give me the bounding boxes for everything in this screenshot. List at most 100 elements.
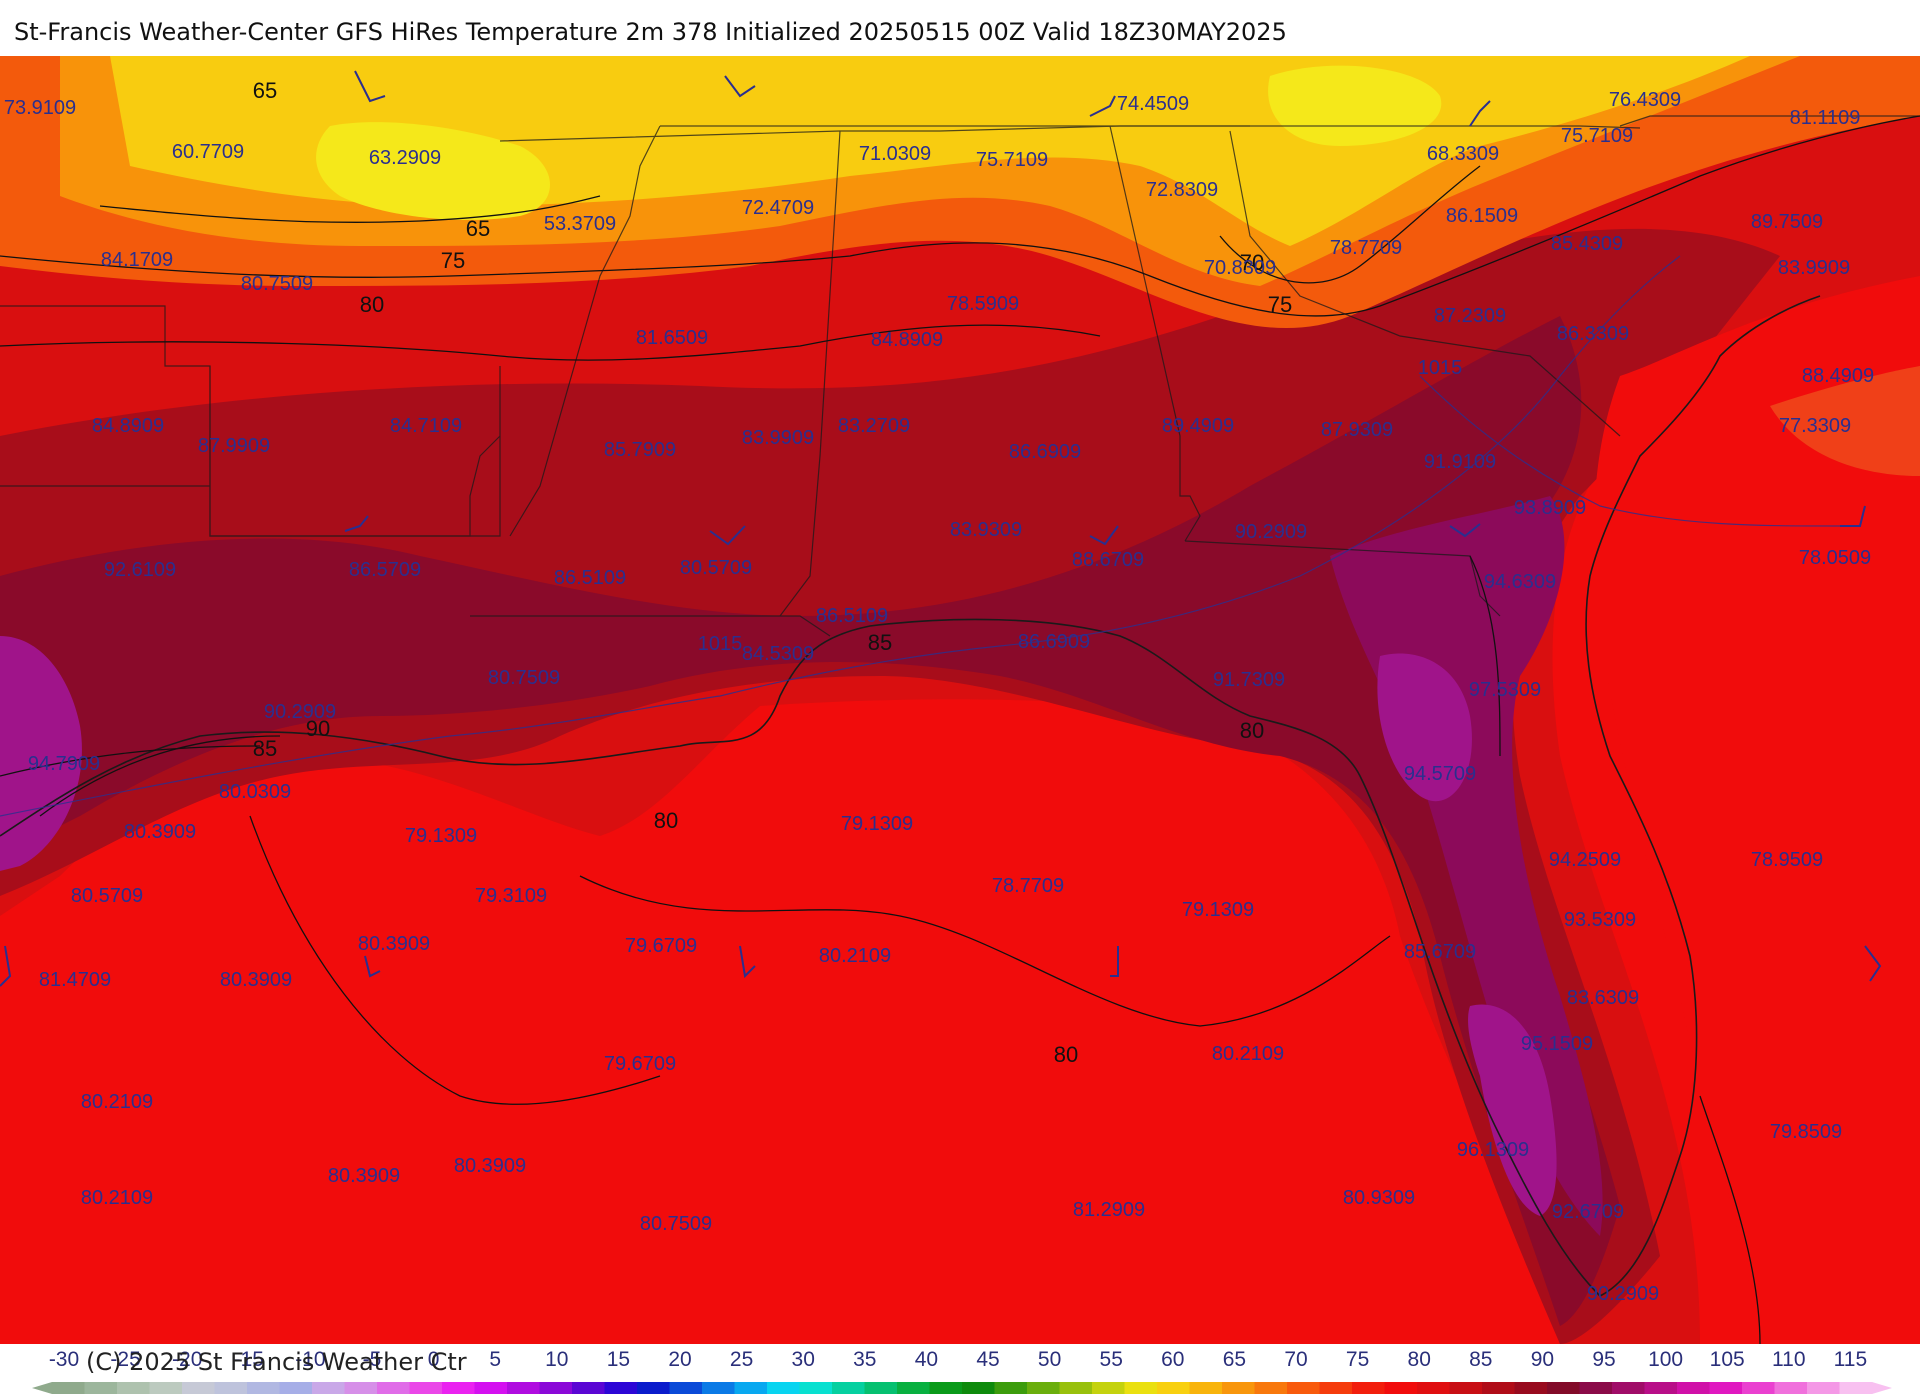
legend-tick-label: 110 bbox=[1772, 1348, 1805, 1371]
temperature-value-label: 63.2909 bbox=[369, 147, 441, 169]
temperature-value-label: 80.5709 bbox=[71, 885, 143, 907]
legend-swatch bbox=[377, 1382, 410, 1394]
legend-swatch bbox=[1319, 1382, 1353, 1394]
legend-swatch bbox=[897, 1382, 930, 1394]
legend-swatch bbox=[1222, 1382, 1255, 1394]
legend-ticks: -30 -25 -20 -15 -10 -5 0 5 10 15 20 25 30 35 40 45 50 55 6… bbox=[49, 1348, 1867, 1371]
temperature-value-label: 86.6909 bbox=[1009, 441, 1081, 463]
temperature-value-label: 76.4309 bbox=[1609, 89, 1681, 111]
legend-swatch bbox=[149, 1382, 183, 1394]
isotherm-label: 80 bbox=[1054, 1042, 1078, 1067]
isotherm-label: 85 bbox=[253, 736, 277, 761]
legend-swatch bbox=[442, 1382, 475, 1394]
temperature-value-label: 83.2709 bbox=[838, 415, 910, 437]
temperature-value-label: 78.7709 bbox=[1330, 237, 1402, 259]
legend-swatch bbox=[474, 1382, 508, 1394]
legend-tick-label: 15 bbox=[607, 1348, 630, 1371]
temperature-legend: -30 -25 -20 -15 -10 -5 0 5 10 15 20 25 30 35 40 45 50 55 6… bbox=[0, 1344, 1920, 1400]
legend-swatch bbox=[1189, 1382, 1223, 1394]
legend-tick-label: 40 bbox=[915, 1348, 938, 1371]
isobars bbox=[0, 255, 1841, 817]
wind-barb-icon bbox=[1089, 95, 1116, 117]
wind-barb-icon bbox=[344, 515, 369, 532]
legend-swatch bbox=[734, 1382, 768, 1394]
temperature-value-label: 92.6109 bbox=[104, 559, 176, 581]
wind-barb-icon bbox=[1110, 946, 1119, 977]
pressure-labels: 1015 1015 bbox=[698, 357, 1463, 655]
wind-barb-icon bbox=[1864, 945, 1882, 982]
legend-swatch bbox=[1742, 1382, 1775, 1394]
legend-swatch bbox=[247, 1382, 280, 1394]
temperature-value-label: 70.8309 bbox=[1204, 257, 1276, 279]
legend-tick-label: -15 bbox=[234, 1348, 264, 1371]
legend-swatch bbox=[604, 1382, 638, 1394]
legend-tick-label: -20 bbox=[172, 1348, 202, 1371]
legend-left-arrow-icon bbox=[32, 1382, 52, 1394]
legend-swatch bbox=[1417, 1382, 1450, 1394]
wind-barb-icon bbox=[739, 945, 756, 979]
temperature-value-label: 78.9509 bbox=[1751, 849, 1823, 871]
isotherm-label: 80 bbox=[360, 292, 384, 317]
legend-right-arrow-icon bbox=[1872, 1382, 1892, 1394]
legend-swatch bbox=[279, 1382, 313, 1394]
temperature-value-label: 81.2909 bbox=[1073, 1199, 1145, 1221]
temperature-value-label: 73.9109 bbox=[4, 97, 76, 119]
georgia-magenta-spot bbox=[1377, 653, 1472, 802]
temperature-value-label: 75.7109 bbox=[976, 149, 1048, 171]
legend-swatch bbox=[637, 1382, 670, 1394]
legend-swatch bbox=[1449, 1382, 1483, 1394]
legend-tick-label: 55 bbox=[1100, 1348, 1123, 1371]
temperature-value-label: 85.6709 bbox=[1404, 941, 1476, 963]
isotherm-label: 90 bbox=[306, 716, 330, 741]
wind-barb-icon bbox=[354, 70, 386, 103]
legend-swatch bbox=[962, 1382, 995, 1394]
temperature-value-label: 74.4509 bbox=[1117, 93, 1189, 115]
florida-magenta-spot bbox=[1468, 1004, 1557, 1216]
legend-tick-label: 90 bbox=[1531, 1348, 1554, 1371]
temperature-value-label: 85.4309 bbox=[1551, 233, 1623, 255]
temperature-value-label: 86.5109 bbox=[816, 605, 888, 627]
temperature-value-label: 68.3309 bbox=[1427, 143, 1499, 165]
wind-barb-icon bbox=[364, 955, 381, 978]
temperature-value-label: 84.7109 bbox=[390, 415, 462, 437]
copyright-text: (C) 2025 St Francis Weather Ctr bbox=[86, 1348, 467, 1376]
temperature-value-label: 80.3909 bbox=[328, 1165, 400, 1187]
temperature-value-label: 80.0309 bbox=[219, 781, 291, 803]
legend-tick-label: 45 bbox=[976, 1348, 999, 1371]
legend-tick-label: 70 bbox=[1284, 1348, 1307, 1371]
legend-swatch bbox=[52, 1382, 85, 1394]
legend-tick-label: 30 bbox=[792, 1348, 815, 1371]
temperature-value-label: 95.1509 bbox=[1521, 1033, 1593, 1055]
legend-tick-label: 20 bbox=[668, 1348, 691, 1371]
legend-swatch bbox=[1352, 1382, 1385, 1394]
temperature-value-label: 80.2109 bbox=[819, 945, 891, 967]
temperature-value-label: 91.9109 bbox=[1424, 451, 1496, 473]
legend-tick-label: 35 bbox=[853, 1348, 876, 1371]
temperature-value-label: 86.5109 bbox=[554, 567, 626, 589]
temperature-value-label: 84.8909 bbox=[92, 415, 164, 437]
map-title: St-Francis Weather-Center GFS HiRes Temp… bbox=[14, 18, 1287, 46]
wind-barb-icon bbox=[1449, 523, 1481, 538]
temperature-value-label: 80.7509 bbox=[488, 667, 560, 689]
legend-swatch bbox=[1124, 1382, 1158, 1394]
wind-barb-icon bbox=[0, 945, 12, 987]
legend-swatch bbox=[1677, 1382, 1710, 1394]
temperature-value-label: 87.2309 bbox=[1434, 305, 1506, 327]
isotherm-label: 85 bbox=[868, 630, 892, 655]
legend-swatch bbox=[1027, 1382, 1060, 1394]
arkansas-cool-spot bbox=[316, 122, 550, 220]
legend-tick-label: 50 bbox=[1038, 1348, 1061, 1371]
legend-swatch bbox=[1839, 1382, 1873, 1394]
temperature-value-label: 78.5909 bbox=[947, 293, 1019, 315]
land-maroon-core bbox=[0, 316, 1620, 1326]
legend-tick-label: 80 bbox=[1408, 1348, 1431, 1371]
temperature-value-label: 72.8309 bbox=[1146, 179, 1218, 201]
isotherms bbox=[0, 115, 1920, 1344]
wind-barb-icon bbox=[1469, 100, 1491, 127]
legend-tick-label: 0 bbox=[428, 1348, 440, 1371]
legend-swatch bbox=[799, 1382, 833, 1394]
temperature-value-label: 80.5709 bbox=[680, 557, 752, 579]
temperature-value-label: 90.2909 bbox=[1235, 521, 1307, 543]
